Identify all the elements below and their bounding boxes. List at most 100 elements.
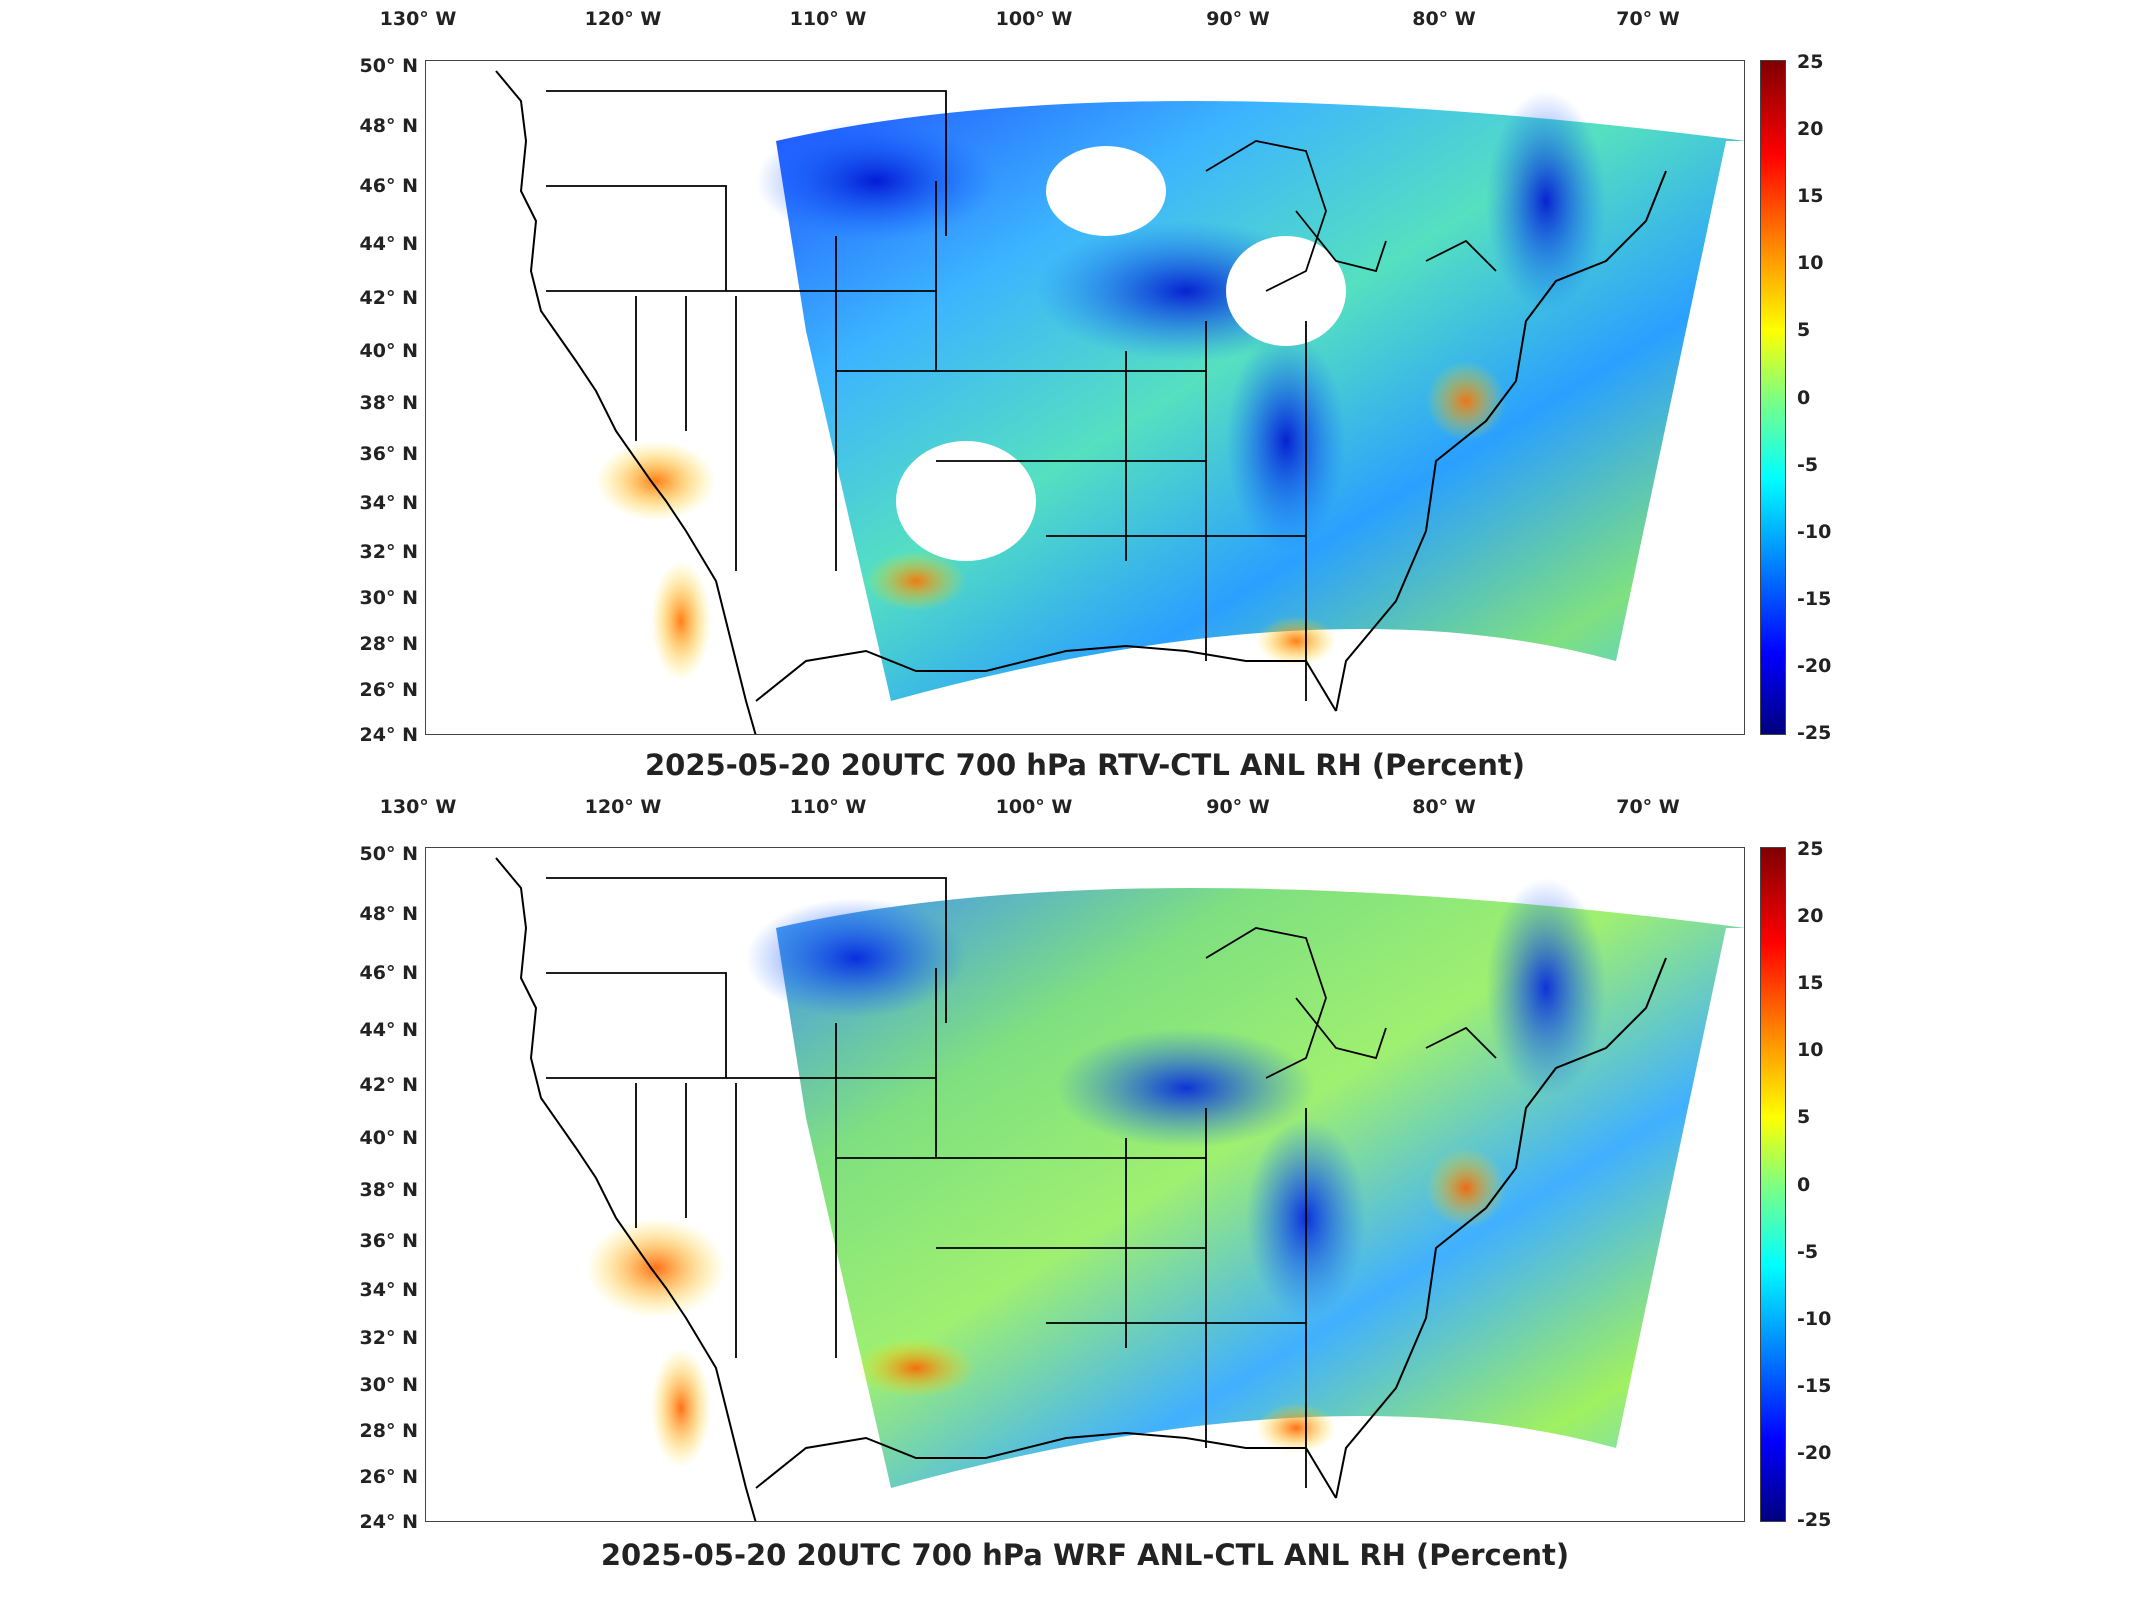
colorbar-tick: -20 <box>1797 655 1832 677</box>
lat-tick: 42° N <box>359 287 418 309</box>
lon-tick: 110° W <box>789 796 867 818</box>
lat-tick: 32° N <box>359 1327 418 1349</box>
great-lakes <box>1205 140 1497 292</box>
lat-tick: 32° N <box>359 541 418 563</box>
lat-tick: 48° N <box>359 903 418 925</box>
colorbar-tick: 20 <box>1797 905 1824 927</box>
colorbar-tick: 15 <box>1797 185 1824 207</box>
coastline <box>755 644 1337 712</box>
colorbar-tick: 25 <box>1797 51 1824 73</box>
lat-tick: 38° N <box>359 1179 418 1201</box>
colorbar-tick: 20 <box>1797 118 1824 140</box>
colorbar <box>1760 847 1786 1522</box>
colorbar-tick: 0 <box>1797 1174 1811 1196</box>
missing-data <box>896 441 1036 561</box>
colorbar-tick: 25 <box>1797 838 1824 860</box>
colorbar-tick: -5 <box>1797 454 1819 476</box>
map-frame <box>425 847 1745 1522</box>
lat-tick: 38° N <box>359 392 418 414</box>
colorbar-tick: -5 <box>1797 1241 1819 1263</box>
lon-tick: 90° W <box>1206 796 1270 818</box>
coastline <box>495 70 757 734</box>
missing-data <box>1046 146 1166 236</box>
lon-tick: 70° W <box>1616 8 1680 30</box>
moist-anomaly <box>856 1338 976 1398</box>
lon-tick: 110° W <box>789 8 867 30</box>
colorbar-tick: -20 <box>1797 1442 1832 1464</box>
lat-tick: 50° N <box>359 843 418 865</box>
colorbar-tick: -10 <box>1797 521 1832 543</box>
lat-tick: 36° N <box>359 1230 418 1252</box>
lat-tick: 26° N <box>359 1466 418 1488</box>
colorbar-tick: -25 <box>1797 1509 1832 1531</box>
lat-tick: 34° N <box>359 492 418 514</box>
dry-anomaly <box>1226 331 1346 551</box>
lat-tick: 24° N <box>359 1511 418 1533</box>
rh-difference-field <box>495 857 1744 1521</box>
colorbar-tick: -15 <box>1797 1375 1832 1397</box>
lat-tick: 40° N <box>359 340 418 362</box>
moist-anomaly <box>1256 1403 1336 1453</box>
lon-tick: 120° W <box>584 8 662 30</box>
lon-tick: 90° W <box>1206 8 1270 30</box>
moist-anomaly <box>1426 361 1506 441</box>
colorbar-tick: -15 <box>1797 588 1832 610</box>
colorbar-tick: 10 <box>1797 1039 1824 1061</box>
coastline <box>755 1431 1337 1499</box>
lat-tick: 50° N <box>359 55 418 77</box>
lat-tick: 36° N <box>359 443 418 465</box>
colorbar-tick: -10 <box>1797 1308 1832 1330</box>
colorbar-tick: -25 <box>1797 722 1832 744</box>
colorbar-tick: 10 <box>1797 252 1824 274</box>
lon-tick: 130° W <box>379 796 457 818</box>
lon-tick: 80° W <box>1412 796 1476 818</box>
lon-tick: 80° W <box>1412 8 1476 30</box>
great-lakes <box>1205 927 1497 1079</box>
lon-tick: 120° W <box>584 796 662 818</box>
moist-anomaly <box>1256 616 1336 666</box>
lat-tick: 44° N <box>359 1019 418 1041</box>
rh-difference-field <box>495 70 1744 734</box>
map-frame <box>425 60 1745 735</box>
state-borders <box>546 877 1307 1488</box>
coastline <box>495 857 757 1521</box>
state-borders <box>546 90 1307 701</box>
coastline <box>1335 170 1667 712</box>
dry-anomaly <box>756 121 996 241</box>
lat-tick: 24° N <box>359 724 418 746</box>
lat-tick: 30° N <box>359 587 418 609</box>
moist-anomaly <box>651 561 711 681</box>
lon-tick: 100° W <box>995 8 1073 30</box>
panel-title: 2025-05-20 20UTC 700 hPa WRF ANL-CTL ANL… <box>600 1538 1570 1572</box>
colorbar <box>1760 60 1786 735</box>
moist-anomaly <box>1426 1148 1506 1228</box>
colorbar-tick: 5 <box>1797 319 1811 341</box>
dry-anomaly <box>1056 1028 1316 1148</box>
moist-anomaly <box>586 1218 726 1318</box>
colorbar-tick: 5 <box>1797 1106 1811 1128</box>
lat-tick: 28° N <box>359 1420 418 1442</box>
lat-tick: 42° N <box>359 1074 418 1096</box>
panel-title: 2025-05-20 20UTC 700 hPa RTV-CTL ANL RH … <box>645 748 1525 782</box>
moist-anomaly <box>866 551 966 611</box>
moist-anomaly <box>651 1348 711 1468</box>
lat-tick: 26° N <box>359 679 418 701</box>
dry-anomaly <box>746 898 966 1018</box>
moist-anomaly <box>596 441 716 521</box>
lat-tick: 28° N <box>359 633 418 655</box>
dry-anomaly <box>1486 878 1606 1098</box>
lat-tick: 46° N <box>359 175 418 197</box>
dry-anomaly <box>1486 91 1606 311</box>
lat-tick: 44° N <box>359 233 418 255</box>
lon-tick: 100° W <box>995 796 1073 818</box>
colorbar-tick: 15 <box>1797 972 1824 994</box>
missing-data <box>1226 236 1346 346</box>
lat-tick: 30° N <box>359 1374 418 1396</box>
colorbar-tick: 0 <box>1797 387 1811 409</box>
lon-tick: 130° W <box>379 8 457 30</box>
lat-tick: 46° N <box>359 962 418 984</box>
lon-tick: 70° W <box>1616 796 1680 818</box>
lat-tick: 48° N <box>359 115 418 137</box>
coastline <box>1335 957 1667 1499</box>
lat-tick: 40° N <box>359 1127 418 1149</box>
